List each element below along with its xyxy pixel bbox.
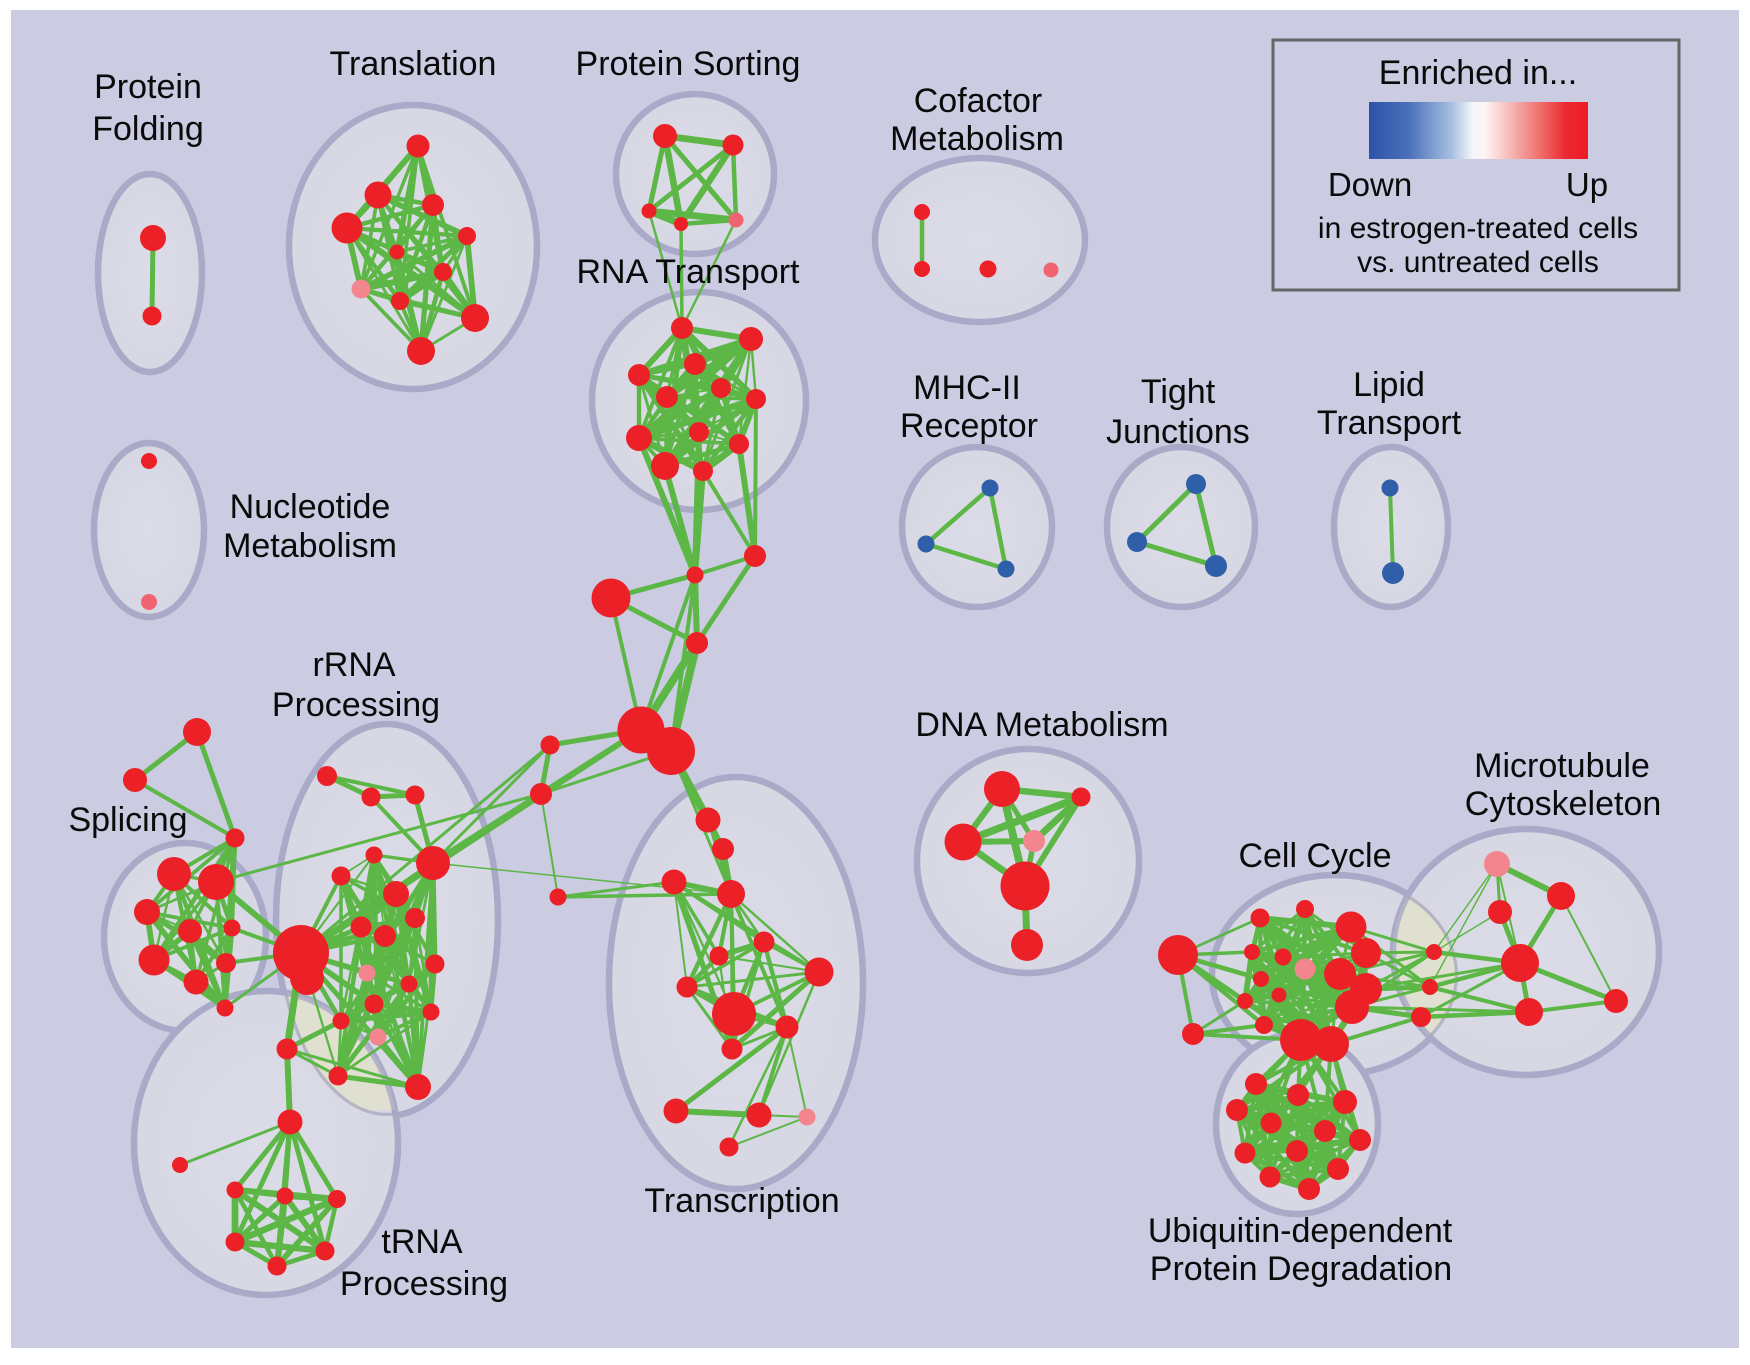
svg-text:Ubiquitin-dependent: Ubiquitin-dependent [1148, 1212, 1453, 1250]
svg-text:Transcription: Transcription [644, 1182, 839, 1220]
svg-text:Junctions: Junctions [1106, 413, 1250, 451]
svg-text:Protein: Protein [94, 68, 202, 106]
svg-text:Protein Sorting: Protein Sorting [576, 45, 801, 83]
svg-text:Translation: Translation [330, 45, 497, 83]
svg-text:DNA Metabolism: DNA Metabolism [915, 706, 1168, 744]
svg-text:Tight: Tight [1141, 373, 1216, 411]
svg-text:Receptor: Receptor [900, 407, 1038, 445]
svg-text:tRNA: tRNA [381, 1223, 463, 1261]
svg-text:Transport: Transport [1317, 404, 1462, 442]
svg-text:Processing: Processing [272, 686, 440, 724]
svg-text:Lipid: Lipid [1353, 366, 1425, 404]
svg-text:Processing: Processing [340, 1265, 508, 1303]
svg-text:in estrogen-treated cells: in estrogen-treated cells [1318, 212, 1638, 245]
svg-text:Cell Cycle: Cell Cycle [1238, 837, 1391, 875]
svg-text:Protein Degradation: Protein Degradation [1150, 1250, 1452, 1288]
svg-text:Metabolism: Metabolism [223, 527, 397, 565]
svg-text:Cofactor: Cofactor [914, 82, 1043, 120]
svg-text:Microtubule: Microtubule [1474, 747, 1650, 785]
svg-text:Folding: Folding [92, 110, 204, 148]
svg-text:Nucleotide: Nucleotide [230, 488, 391, 526]
svg-text:Splicing: Splicing [68, 801, 187, 839]
svg-text:RNA Transport: RNA Transport [577, 253, 801, 291]
svg-text:Up: Up [1566, 166, 1608, 203]
svg-text:Down: Down [1328, 166, 1412, 203]
svg-text:Enriched in...: Enriched in... [1379, 54, 1577, 92]
svg-text:rRNA: rRNA [312, 646, 395, 684]
svg-text:Cytoskeleton: Cytoskeleton [1465, 785, 1662, 823]
svg-text:vs. untreated cells: vs. untreated cells [1357, 246, 1599, 279]
svg-text:MHC-II: MHC-II [913, 369, 1021, 407]
svg-text:Metabolism: Metabolism [890, 120, 1064, 158]
